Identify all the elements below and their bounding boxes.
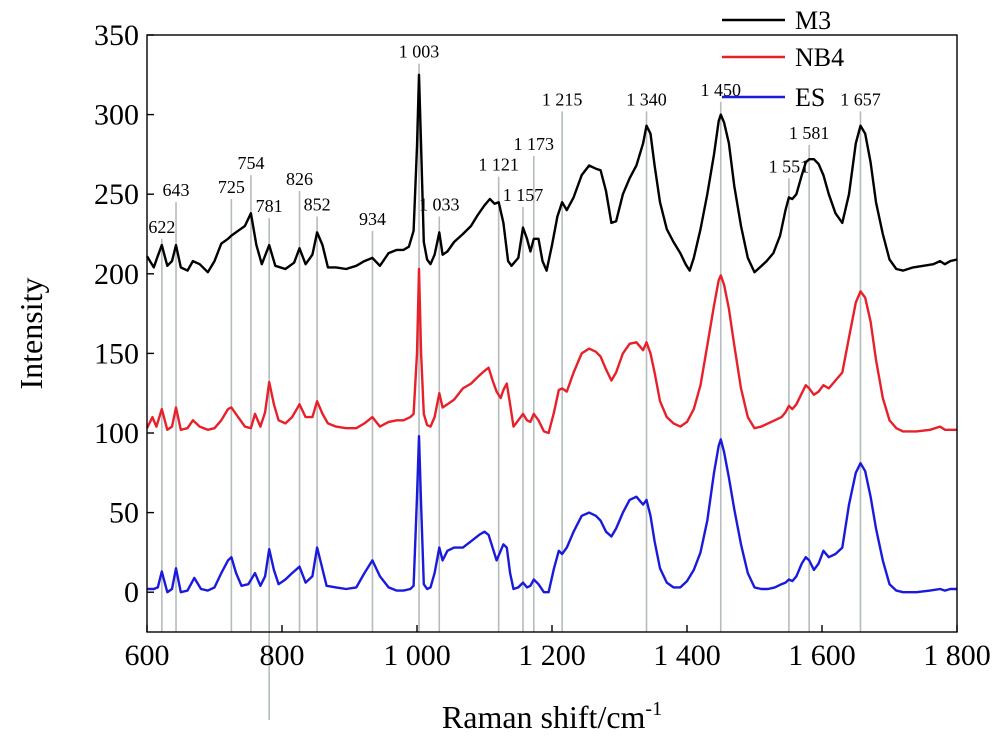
y-tick-label-300: 300 [94,99,139,132]
legend-label-m3: M3 [795,6,831,35]
peak-label-1551: 1 551 [769,156,810,176]
x-tick-label-1200: 1 200 [518,639,586,672]
y-tick-label-200: 200 [94,258,139,291]
peak-label-622: 622 [148,217,175,237]
peak-label-826: 826 [286,169,313,189]
peak-label-1450: 1 450 [701,80,742,100]
y-tick-label-100: 100 [94,417,139,450]
legend-label-nb4: NB4 [795,43,844,72]
series-line-m3 [145,73,958,274]
y-tick-label-150: 150 [94,337,139,370]
series-line-nb4 [145,267,957,435]
x-tick-label-1000: 1 000 [383,639,451,672]
legend: M3 NB4 ES [722,6,844,112]
peak-label-852: 852 [304,194,331,214]
x-axis-title-superscript: -1 [645,698,662,720]
axes: 0 50 100 150 200 250 300 350 600 800 1 000 1 200 1 4… [94,19,991,672]
y-tick-label-0: 0 [124,576,139,609]
peak-label-754: 754 [237,153,264,173]
peak-label-1215: 1 215 [542,89,583,109]
peak-label-1657: 1 657 [840,89,881,109]
legend-label-es: ES [795,83,825,112]
x-tick-label-800: 800 [260,639,305,672]
x-axis-title: Raman shift/cm-1 [442,698,662,735]
peak-label-1340: 1 340 [626,89,667,109]
peak-label-1003: 1 003 [399,42,440,62]
x-tick-label-1400: 1 400 [653,639,721,672]
peak-label-1581: 1 581 [789,123,830,143]
x-tick-label-1600: 1 600 [788,639,856,672]
peak-label-725: 725 [218,177,245,197]
peak-label-1157: 1 157 [503,185,544,205]
peak-label-1033: 1 033 [419,194,460,214]
x-tick-label-1800: 1 800 [923,639,991,672]
y-tick-label-350: 350 [94,19,139,52]
peak-label-781: 781 [256,196,283,216]
peak-label-1121: 1 121 [478,155,519,175]
y-tick-label-50: 50 [109,497,139,530]
y-tick-label-250: 250 [94,178,139,211]
series-lines [145,73,958,594]
y-axis-title: Intensity [13,278,49,390]
peak-label-643: 643 [163,180,190,200]
peak-label-1173: 1 173 [514,134,555,154]
series-line-es [147,435,957,594]
x-tick-label-600: 600 [125,639,170,672]
peak-label-934: 934 [359,209,386,229]
